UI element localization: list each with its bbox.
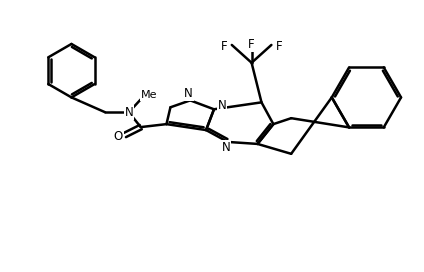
Text: N: N	[184, 87, 192, 100]
Text: F: F	[220, 41, 227, 53]
Text: F: F	[248, 38, 255, 51]
Text: N: N	[218, 99, 226, 112]
Text: F: F	[276, 41, 283, 53]
Text: Me: Me	[140, 90, 157, 100]
Text: O: O	[113, 131, 123, 144]
Text: N: N	[221, 141, 230, 154]
Text: N: N	[125, 106, 133, 119]
